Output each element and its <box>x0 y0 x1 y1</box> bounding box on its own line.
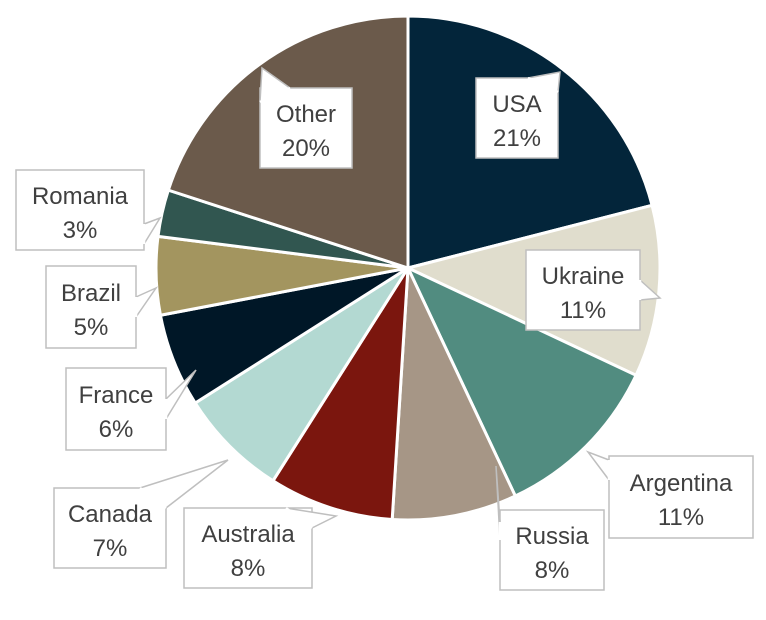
slice-label: Brazil <box>61 280 121 307</box>
slice-percent: 20% <box>282 135 330 162</box>
slice-percent: 11% <box>658 504 704 531</box>
pie-slice-argentina <box>406 266 638 498</box>
callout-brazil: Brazil 5% <box>45 265 159 349</box>
callout-box <box>525 249 641 331</box>
callout-pointer <box>165 369 197 420</box>
callout-pointer <box>285 507 339 529</box>
callout-box <box>15 169 145 251</box>
callout-box <box>499 509 605 591</box>
slice-percent: 8% <box>535 557 570 584</box>
callout-box <box>259 87 353 169</box>
slice-label: Russia <box>515 523 589 550</box>
slice-percent: 6% <box>99 416 134 443</box>
callout-box <box>53 487 167 569</box>
pie-slice-australia <box>271 266 410 521</box>
callout-pointer <box>143 216 162 245</box>
pie-callouts: USA21%Ukraine11%Argentina11%Russia8%Aust… <box>15 66 754 591</box>
callout-pointer <box>495 465 501 541</box>
slice-label: Other <box>276 101 336 128</box>
pie-slice-russia <box>390 266 517 522</box>
slice-percent: 11% <box>560 297 606 324</box>
slice-percent: 3% <box>63 217 98 244</box>
pie-slices <box>154 14 662 522</box>
pie-slice-canada <box>193 266 410 483</box>
slice-label: Australia <box>201 521 295 548</box>
callout-box <box>45 265 137 349</box>
callout-box <box>183 507 313 589</box>
callout-pointer <box>585 450 610 481</box>
callout-argentina: Argentina 11% <box>585 450 754 539</box>
callout-box <box>65 367 167 451</box>
callout-romania: Romania 3% <box>15 169 162 251</box>
callout-pointer <box>259 66 291 103</box>
callout-pointer <box>527 71 561 93</box>
callout-box <box>608 455 754 539</box>
slice-percent: 8% <box>231 555 266 582</box>
slice-label: USA <box>492 91 541 118</box>
callout-russia: Russia 8% <box>495 465 605 591</box>
callout-pointer <box>135 286 159 318</box>
slice-percent: 5% <box>74 314 109 341</box>
slice-percent: 21% <box>493 125 541 152</box>
callout-pointer <box>639 279 662 301</box>
callout-ukraine: Ukraine 11% <box>525 249 662 331</box>
slice-label: Ukraine <box>542 263 625 290</box>
callout-canada: Canada 7% <box>53 459 229 569</box>
callout-other: Other 20% <box>259 66 353 169</box>
callout-france: France 6% <box>65 367 197 451</box>
callout-usa: USA 21% <box>475 71 561 159</box>
slice-label: Canada <box>68 501 153 528</box>
slice-label: Argentina <box>630 470 733 497</box>
callout-australia: Australia 8% <box>183 507 339 589</box>
slice-label: France <box>79 382 154 409</box>
slice-label: Romania <box>32 183 129 210</box>
callout-pointer <box>139 459 229 509</box>
slice-percent: 7% <box>93 535 128 562</box>
